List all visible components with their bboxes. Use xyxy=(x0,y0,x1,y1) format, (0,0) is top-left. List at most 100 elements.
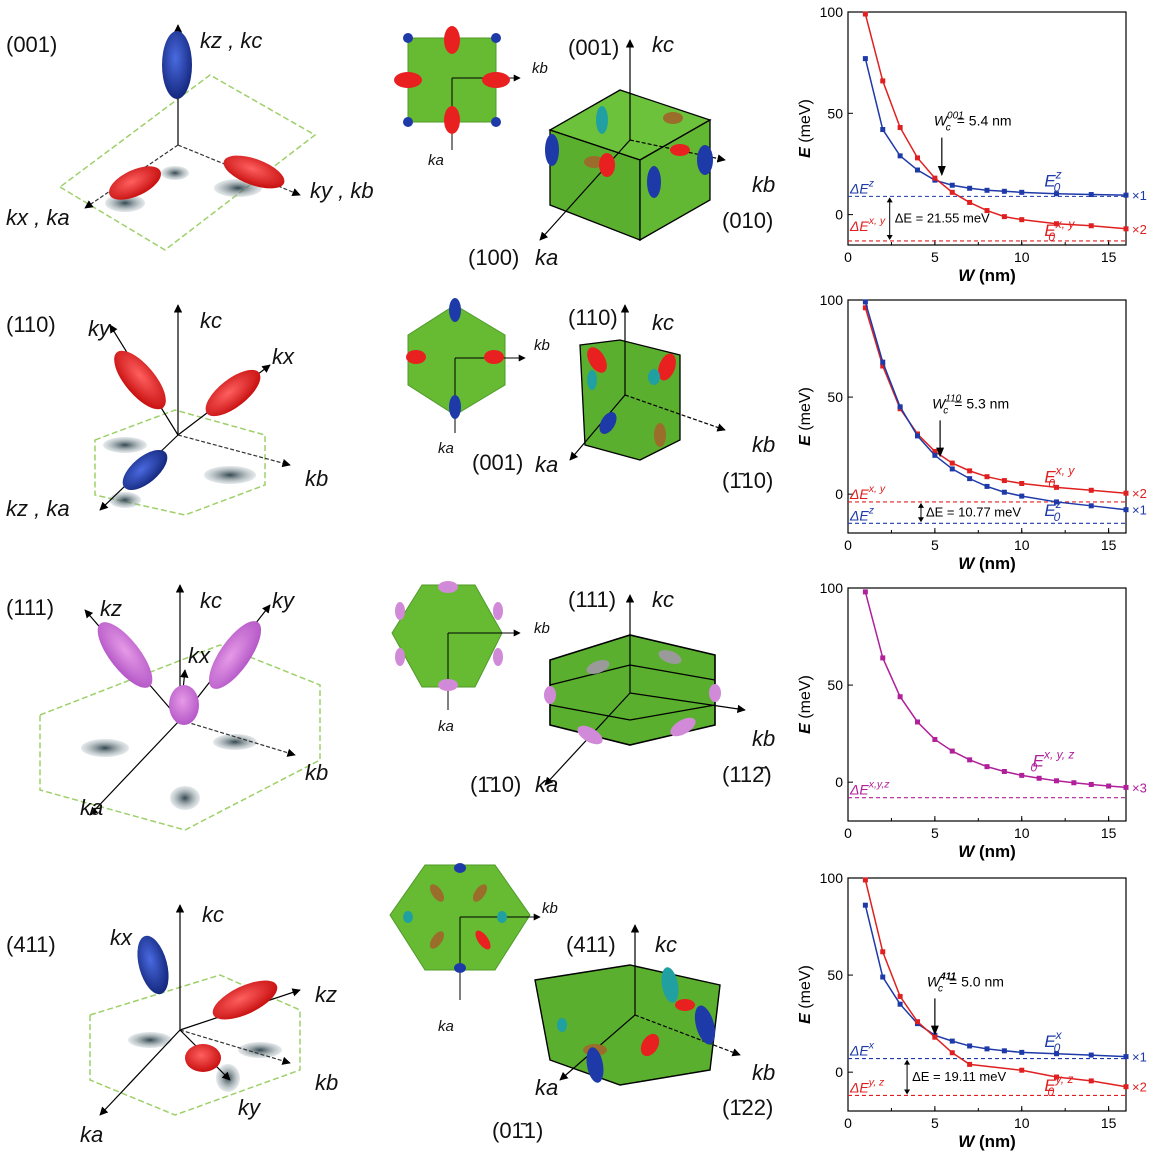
bz-axis-kb: kb xyxy=(752,172,775,198)
data-point xyxy=(1124,491,1129,496)
data-point xyxy=(985,474,990,479)
data-point xyxy=(880,78,885,83)
wc-label: W411 c = 5.0 nm xyxy=(927,972,1004,995)
orientation-label: (001) xyxy=(6,32,57,58)
x-tick-label: 10 xyxy=(1014,537,1030,553)
bz-face-label: (411) xyxy=(566,932,616,958)
axis-label-kz-kc: kz , kc xyxy=(200,28,262,54)
energy-chart-111: 0 5 10 15 0 50 100 W (nm) E (meV) ΔEx,y,z Ex, y, z… xyxy=(790,576,1159,861)
bz-axis-kc: kc xyxy=(652,310,674,336)
data-point xyxy=(880,975,885,980)
bracket-head xyxy=(918,503,924,508)
axis-label-ka: ka xyxy=(80,795,103,821)
x-tick-label: 10 xyxy=(1014,249,1030,265)
level-label: ΔEx,y,z xyxy=(849,779,890,798)
data-point xyxy=(950,461,955,466)
data-point xyxy=(1089,1053,1094,1058)
y-tick-label: 50 xyxy=(827,105,843,121)
data-point xyxy=(967,186,972,191)
bz-inset-kb: kb xyxy=(542,900,558,917)
axis-label-kz: kz xyxy=(100,596,122,622)
data-point xyxy=(1089,192,1094,197)
bracket-head xyxy=(918,517,924,522)
data-point xyxy=(863,903,868,908)
data-point xyxy=(967,1062,972,1067)
level-label-bottom: ΔEx, y xyxy=(849,215,886,234)
x-axis-label: W (nm) xyxy=(958,1132,1016,1151)
valley-shadow xyxy=(103,437,147,453)
y-tick-label: 100 xyxy=(820,580,844,596)
bz-axis-kb: kb xyxy=(752,1060,775,1086)
data-point xyxy=(932,453,937,458)
level-label-bottom: ΔEz xyxy=(849,504,875,523)
data-point xyxy=(915,155,920,160)
valley-red xyxy=(185,1044,221,1072)
delta-e-label: ΔE = 10.77 meV xyxy=(926,505,1021,520)
data-point xyxy=(1071,780,1076,785)
data-point xyxy=(1002,1048,1007,1053)
y-axis-label: E (meV) xyxy=(797,387,814,446)
x-tick-label: 5 xyxy=(931,249,939,265)
multiplicity-label: ×1 xyxy=(1132,188,1147,203)
x-tick-label: 5 xyxy=(931,825,939,841)
data-point xyxy=(1124,226,1129,231)
data-point xyxy=(1002,478,1007,483)
x-axis-label: W (nm) xyxy=(958,842,1016,861)
axis-label-kc: kc xyxy=(202,902,224,928)
wc-arrowhead xyxy=(938,166,946,176)
energy-chart-001: 0 5 10 15 0 50 100 W (nm) E (meV) W001 c = 5.4 nm ΔE… xyxy=(790,0,1159,285)
bz-diagram-row4 xyxy=(380,855,790,1105)
data-point xyxy=(863,877,868,882)
y-axis-label: E (meV) xyxy=(797,965,814,1024)
bz-axis-ka: ka xyxy=(535,245,558,271)
level-label-top: ΔEx xyxy=(849,1040,875,1059)
axis-label-ky: ky xyxy=(238,1095,260,1121)
valley-magenta xyxy=(169,685,199,725)
data-point xyxy=(950,466,955,471)
data-point xyxy=(898,125,903,130)
curve-label-top: Ex 0 xyxy=(1044,1028,1062,1055)
y-axis-label: E (meV) xyxy=(797,99,814,158)
data-point xyxy=(898,153,903,158)
data-point xyxy=(898,404,903,409)
bz-inset-ka: ka xyxy=(428,152,444,169)
x-tick-label: 15 xyxy=(1101,249,1117,265)
data-point xyxy=(1089,782,1094,787)
axis-label-kb: kb xyxy=(305,760,328,786)
y-tick-label: 100 xyxy=(820,870,844,886)
data-point xyxy=(880,655,885,660)
level-label-top: ΔEz xyxy=(849,177,875,196)
data-point xyxy=(1106,784,1111,789)
bz-inset-ka: ka xyxy=(438,718,454,735)
y-tick-label: 0 xyxy=(835,486,843,502)
bz-inset-kb: kb xyxy=(534,337,550,354)
data-point xyxy=(967,200,972,205)
data-point xyxy=(898,694,903,699)
data-point xyxy=(1019,1068,1024,1073)
x-tick-label: 0 xyxy=(844,1115,852,1131)
axis-label-kx-ka: kx , ka xyxy=(6,205,70,231)
bz-face-label: (001) xyxy=(568,35,619,61)
bracket-head xyxy=(887,197,893,202)
curve-label-top: Ez 0 xyxy=(1044,168,1061,195)
data-point xyxy=(985,764,990,769)
axis-label-kz-ka: kz , ka xyxy=(6,496,70,522)
y-tick-label: 100 xyxy=(820,4,844,20)
energy-chart-411: 0 5 10 15 0 50 100 W (nm) E (meV) W411 c = 5.0 nm ΔE… xyxy=(790,866,1159,1151)
data-point xyxy=(863,56,868,61)
axis-label-ky: ky xyxy=(88,316,110,342)
x-tick-label: 0 xyxy=(844,249,852,265)
bz-inset-ka: ka xyxy=(438,440,454,457)
axis-label-ky-kb: ky , kb xyxy=(310,178,374,204)
data-point xyxy=(950,1039,955,1044)
series-line xyxy=(865,592,1126,788)
data-point xyxy=(915,1019,920,1024)
curve-label-bottom: Ex, y0 xyxy=(1044,217,1075,244)
data-point xyxy=(967,476,972,481)
bz-dir-label: (1̄10) xyxy=(470,772,521,798)
axis-label-kb: kb xyxy=(305,466,328,492)
valley-red xyxy=(105,343,174,417)
bz-axis-kb: kb xyxy=(752,432,775,458)
data-point xyxy=(1019,190,1024,195)
bz-face-label: (110) xyxy=(568,305,618,331)
